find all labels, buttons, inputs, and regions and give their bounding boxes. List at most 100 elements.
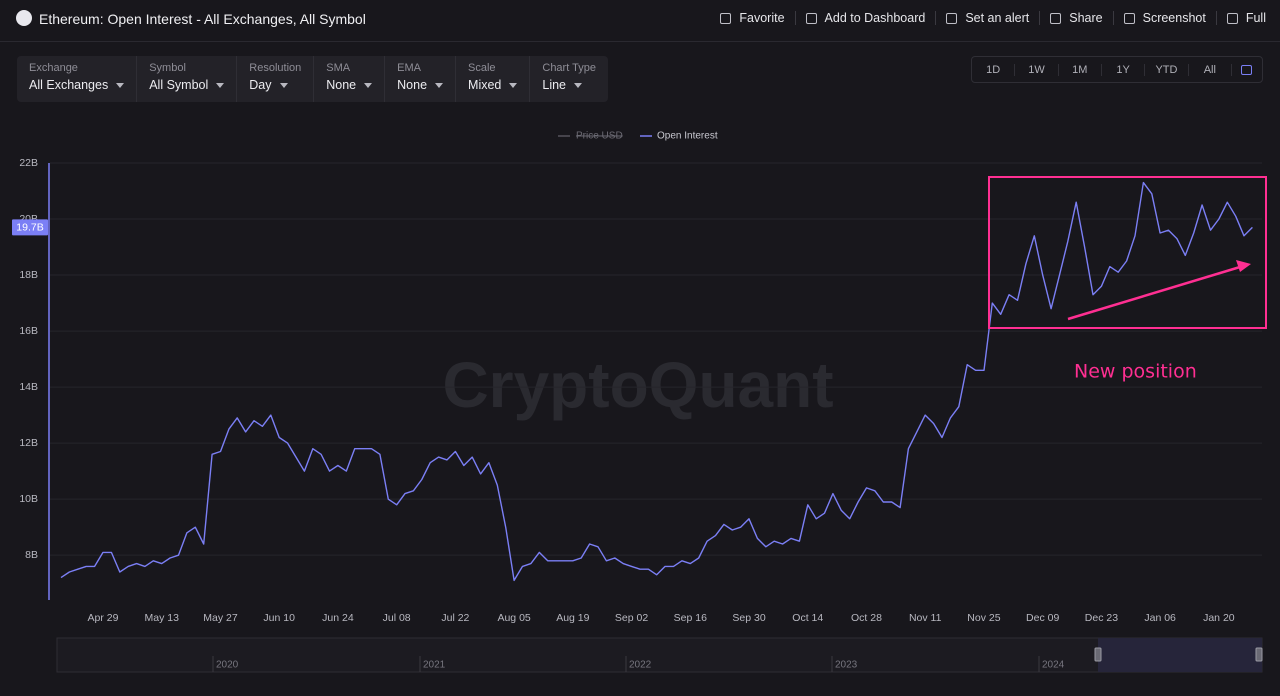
x-tick-label: Sep 16 [674, 612, 707, 624]
logo [16, 10, 32, 26]
action-label: Set an alert [965, 11, 1030, 25]
filter-label: EMA [397, 62, 421, 74]
legend-item[interactable]: Open Interest [657, 131, 718, 142]
caret [435, 83, 444, 89]
x-tick-label: Aug 19 [556, 612, 589, 624]
navigator-label: 2023 [835, 660, 858, 671]
caret [279, 83, 288, 89]
filter-value: All Symbol [149, 78, 225, 92]
filter-value-text: None [326, 78, 357, 92]
action-button[interactable]: Add to Dashboard [796, 11, 937, 25]
range-button[interactable]: YTD [1145, 63, 1189, 76]
filter-dropdown[interactable]: SMA None [314, 56, 386, 102]
filter-dropdown[interactable]: Chart Type Line [530, 56, 608, 102]
y-tick-label: 8B [25, 549, 38, 561]
calendar-button[interactable] [1232, 64, 1262, 75]
action-icon [805, 12, 817, 24]
filter-value-text: None [397, 78, 428, 92]
action-icon [1050, 12, 1062, 24]
filter-dropdown[interactable]: EMA None [385, 56, 457, 102]
actions: Favorite Add to Dashboard Set an alert Shar… [710, 11, 1266, 25]
filter-dropdown[interactable]: Symbol All Symbol [137, 56, 238, 102]
action-icon [1226, 12, 1238, 24]
x-tick-label: Dec 23 [1085, 612, 1118, 624]
filter-label: Resolution [249, 62, 302, 74]
action-label: Add to Dashboard [824, 11, 926, 25]
filter-value: None [397, 78, 444, 92]
calendar-icon [1241, 64, 1253, 75]
watermark: CryptoQuant [442, 349, 833, 421]
filter-label: Symbol [149, 62, 186, 74]
filter-label: Exchange [29, 62, 78, 74]
x-tick-label: Sep 02 [615, 612, 648, 624]
y-tick-label: 16B [19, 325, 38, 337]
caret [216, 83, 225, 89]
y-tick-label: 14B [19, 381, 38, 393]
filter-value-text: Day [249, 78, 272, 92]
title: Ethereum: Open Interest - All Exchanges,… [39, 11, 366, 27]
navigator-label: 2021 [423, 660, 446, 671]
x-tick-label: Jul 08 [383, 612, 411, 624]
x-tick-label: Jan 06 [1144, 612, 1176, 624]
y-tick-label: 20B [19, 213, 38, 225]
filter-label: SMA [326, 62, 351, 74]
x-tick-label: Oct 28 [851, 612, 882, 624]
filter-value-text: Line [542, 78, 567, 92]
annotation-box [988, 176, 1267, 329]
ranges: 1D 1W 1M 1Y YTD All [971, 56, 1263, 83]
navigator-label: 2022 [629, 660, 652, 671]
x-tick-label: May 13 [145, 612, 180, 624]
filter-label: Chart Type [542, 62, 596, 74]
x-tick-label: Aug 05 [497, 612, 530, 624]
filter-value: Day [249, 78, 301, 92]
caret [509, 83, 518, 89]
action-label: Full [1245, 11, 1266, 25]
annotation-text: New position [1074, 361, 1197, 383]
header: Ethereum: Open Interest - All Exchanges,… [0, 0, 1280, 42]
navigator-selection [1098, 638, 1262, 672]
filter-value: None [326, 78, 373, 92]
filter-value: Mixed [468, 78, 518, 92]
y-tick-label: 12B [19, 437, 38, 449]
filter-value-text: All Exchanges [29, 78, 109, 92]
navigator-label: 2024 [1042, 660, 1065, 671]
range-button[interactable]: 1M [1059, 63, 1102, 76]
filter-dropdown[interactable]: Scale Mixed [456, 56, 531, 102]
x-tick-label: Apr 29 [88, 612, 119, 624]
filter-value-text: Mixed [468, 78, 502, 92]
filter-dropdown[interactable]: Resolution Day [237, 56, 315, 102]
range-button[interactable]: 1W [1015, 63, 1059, 76]
data-line [60, 181, 1253, 582]
x-tick-label: Oct 14 [792, 612, 823, 624]
filters: Exchange All Exchanges Symbol All Symbol Res… [17, 56, 608, 102]
x-tick-label: Sep 30 [732, 612, 765, 624]
navigator [56, 637, 1263, 673]
navigator-label: 2020 [216, 660, 239, 671]
filter-label: Scale [468, 62, 496, 74]
action-button[interactable]: Screenshot [1114, 11, 1217, 25]
action-icon [720, 12, 732, 24]
navigator-handle [1094, 647, 1102, 662]
annotation-arrow [1067, 265, 1241, 321]
range-button[interactable]: 1D [972, 63, 1016, 76]
caret [116, 83, 125, 89]
x-tick-label: Jun 10 [263, 612, 295, 624]
filter-dropdown[interactable]: Exchange All Exchanges [17, 56, 138, 102]
caret [574, 83, 583, 89]
legend-item[interactable]: Price USD [576, 131, 623, 142]
caret [364, 83, 373, 89]
range-button[interactable]: 1Y [1102, 63, 1146, 76]
x-tick-label: Jun 24 [322, 612, 354, 624]
action-label: Favorite [739, 11, 785, 25]
action-button[interactable]: Share [1040, 11, 1114, 25]
action-button[interactable]: Set an alert [936, 11, 1041, 25]
x-tick-label: Jul 22 [441, 612, 469, 624]
filter-value: All Exchanges [29, 78, 125, 92]
current-value-box [12, 219, 48, 236]
action-button[interactable]: Full [1217, 11, 1266, 25]
range-button[interactable]: All [1189, 63, 1232, 76]
filter-value-text: All Symbol [149, 78, 209, 92]
action-button[interactable]: Favorite [710, 11, 796, 25]
